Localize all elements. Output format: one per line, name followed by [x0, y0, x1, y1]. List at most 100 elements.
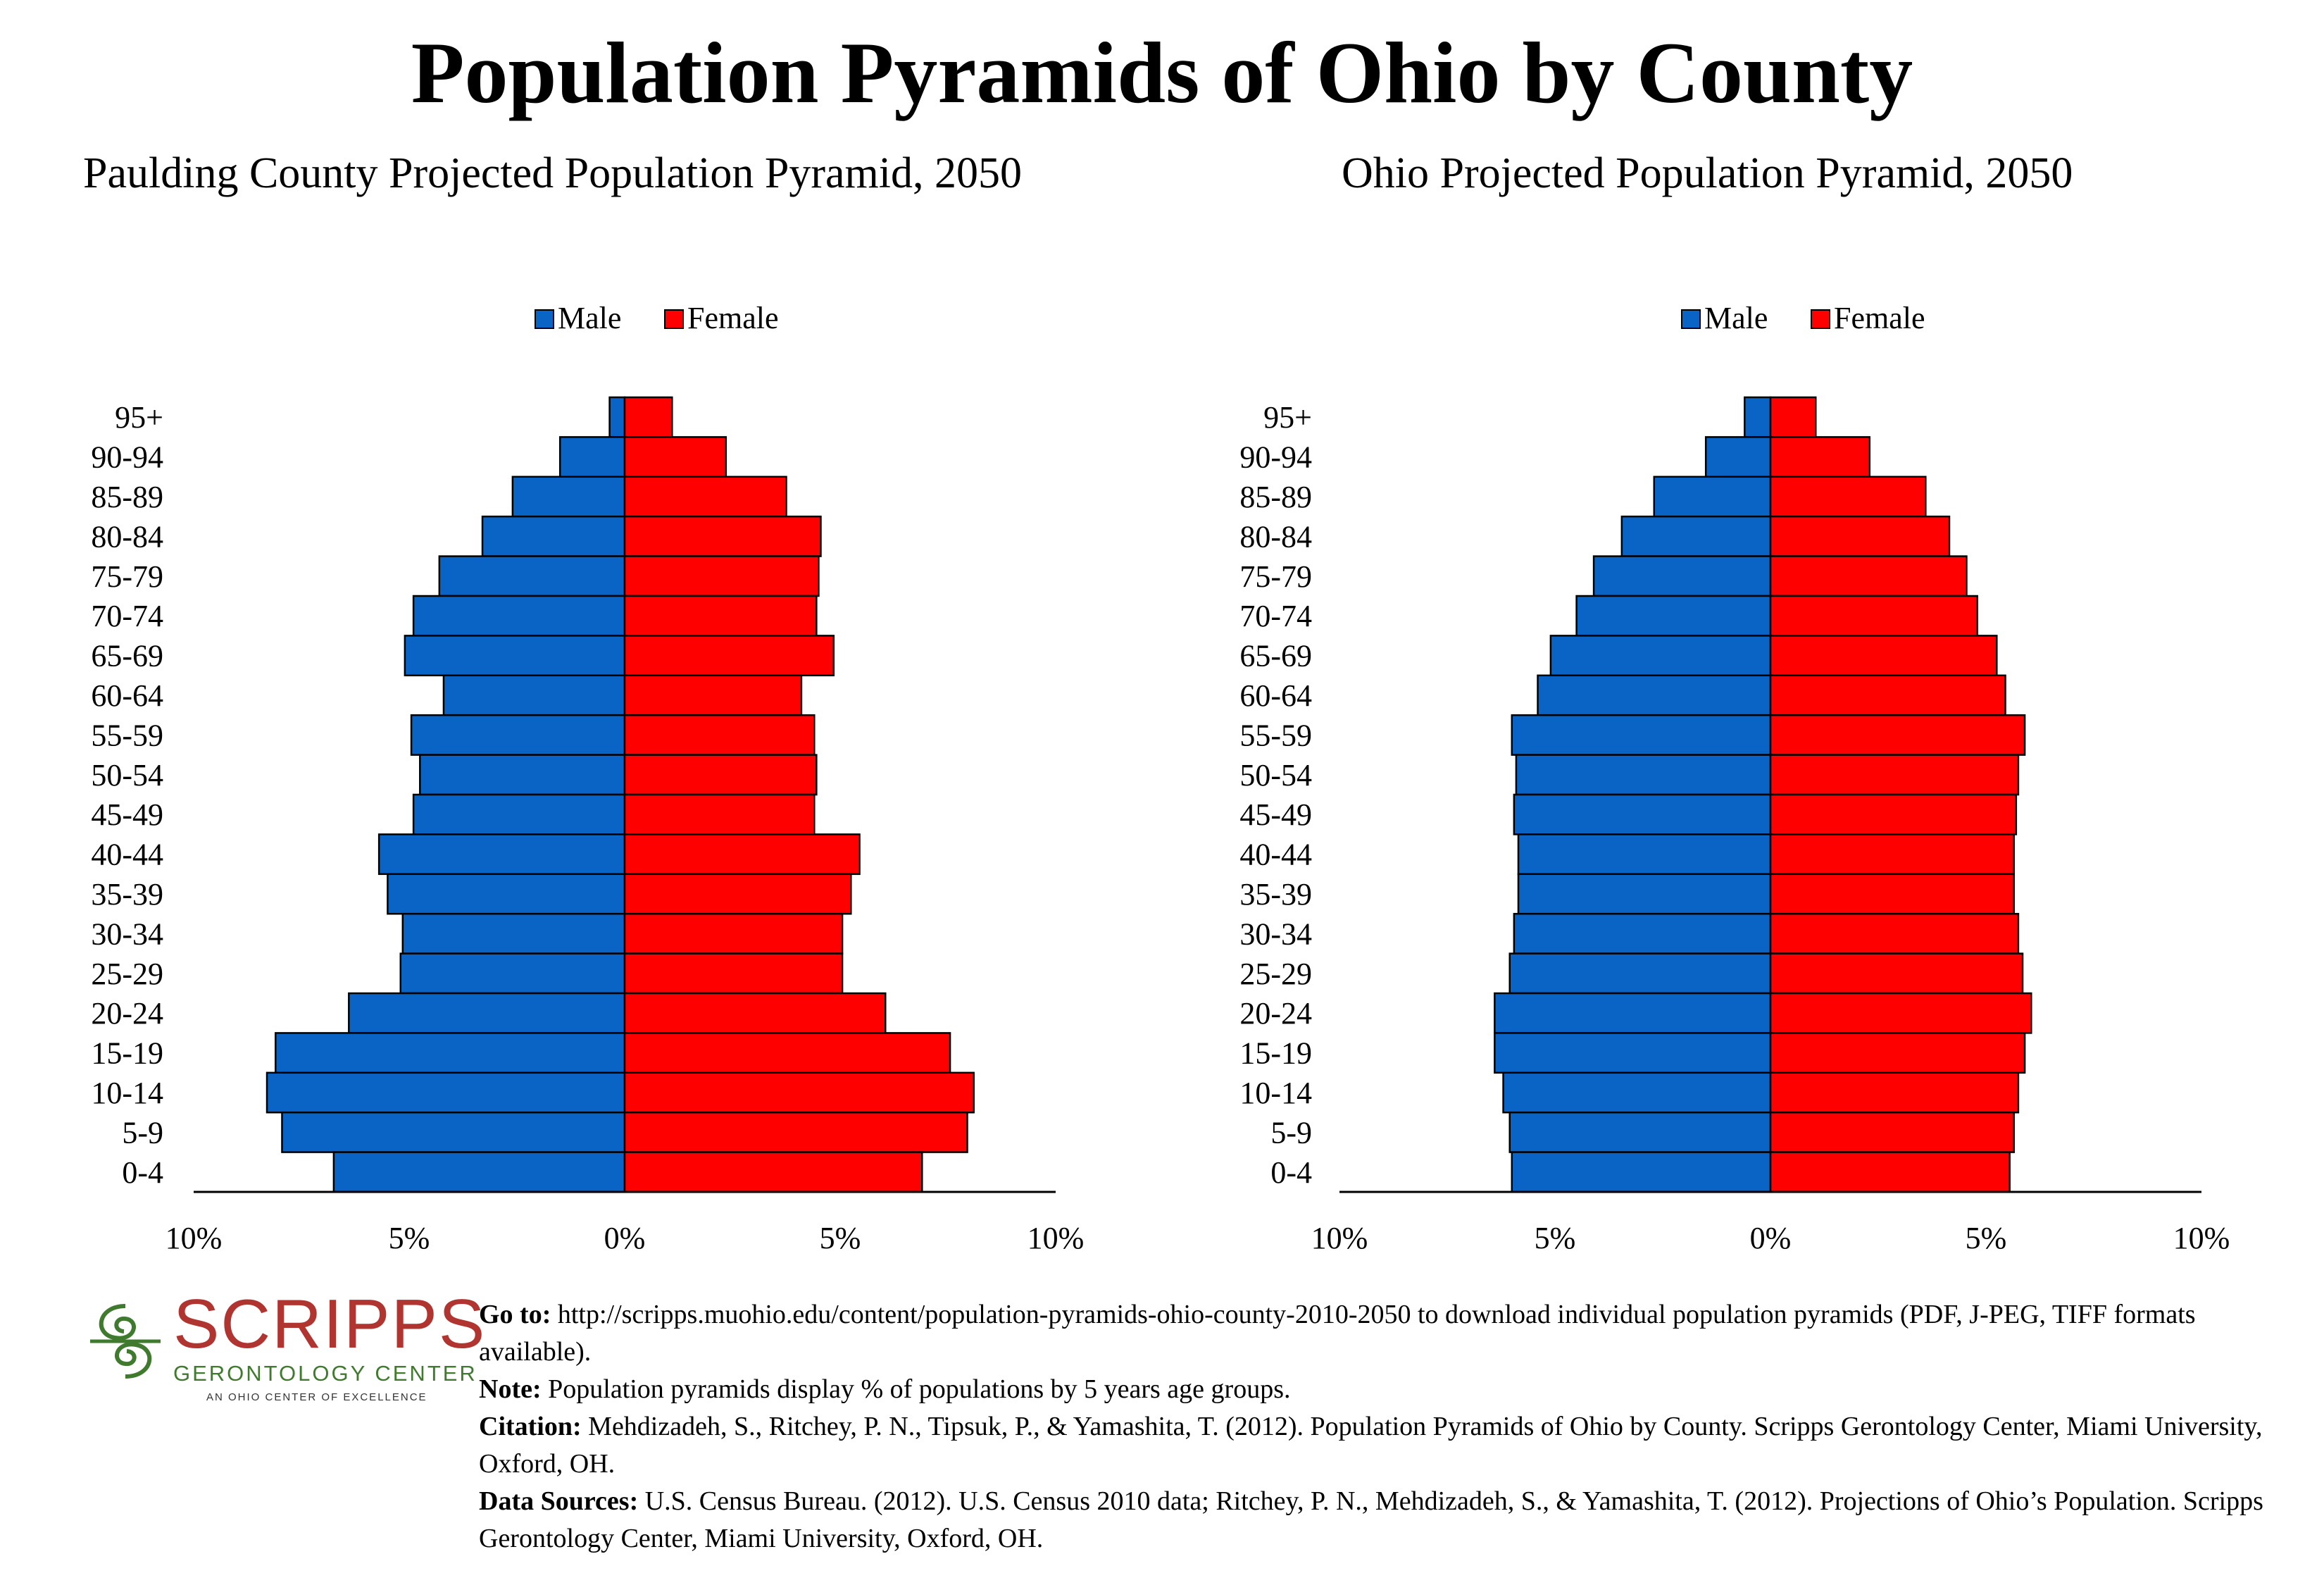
x-tick-label: 5%: [389, 1221, 430, 1255]
x-tick-label: 5%: [820, 1221, 861, 1255]
age-label-10-14: 10-14: [1239, 1076, 1312, 1110]
x-tick-label: 10%: [2173, 1221, 2230, 1255]
bar-male-55-59: [1511, 714, 1772, 756]
bar-male-70-74: [1575, 595, 1772, 637]
page-title: Population Pyramids of Ohio by County: [411, 25, 1913, 121]
age-label-65-69: 65-69: [1239, 639, 1312, 673]
bar-female-85-89: [1769, 476, 1927, 518]
bar-male-15-19: [275, 1032, 626, 1074]
age-label-5-9: 5-9: [122, 1115, 163, 1150]
bar-female-15-19: [1769, 1032, 2026, 1074]
age-label-35-39: 35-39: [91, 877, 163, 912]
bar-male-10-14: [265, 1071, 626, 1114]
bar-male-90-94: [1704, 436, 1772, 478]
bar-female-50-54: [623, 754, 818, 796]
bar-male-20-24: [348, 992, 626, 1034]
bar-male-35-39: [387, 873, 626, 915]
footer-notes: Go to: http://scripps.muohio.edu/content…: [479, 1296, 2310, 1558]
bar-female-50-54: [1769, 754, 2020, 796]
bar-female-10-14: [1769, 1071, 2020, 1114]
bar-female-30-34: [623, 912, 844, 955]
bar-female-90-94: [1769, 436, 1871, 478]
age-label-95+: 95+: [115, 400, 163, 435]
bar-male-35-39: [1517, 873, 1772, 915]
age-label-50-54: 50-54: [1239, 758, 1312, 792]
age-label-70-74: 70-74: [91, 599, 163, 633]
x-tick-label: 5%: [1535, 1221, 1576, 1255]
bar-male-10-14: [1502, 1071, 1772, 1114]
bar-female-85-89: [623, 476, 787, 518]
age-label-95+: 95+: [1263, 400, 1312, 435]
bar-male-0-4: [332, 1151, 626, 1193]
legend-female-swatch: [664, 309, 684, 329]
bar-male-45-49: [412, 793, 626, 835]
bar-female-25-29: [623, 952, 844, 995]
bar-female-60-64: [1769, 674, 2006, 716]
bar-male-80-84: [1620, 515, 1772, 557]
bar-female-35-39: [1769, 873, 2016, 915]
bar-female-40-44: [1769, 833, 2016, 876]
age-label-50-54: 50-54: [91, 758, 163, 792]
age-label-70-74: 70-74: [1239, 599, 1312, 633]
logo-subtitle: GERONTOLOGY CENTER: [173, 1361, 477, 1386]
legend-male-swatch: [1681, 309, 1701, 329]
footer-note: Note: Population pyramids display % of p…: [479, 1371, 2310, 1408]
bar-female-70-74: [1769, 595, 1979, 637]
bar-male-30-34: [1513, 912, 1772, 955]
age-label-15-19: 15-19: [91, 1036, 163, 1071]
footer-goto-link[interactable]: http://scripps.muohio.edu/content/popula…: [479, 1300, 2196, 1367]
bar-female-0-4: [623, 1151, 923, 1193]
scripps-swirl-icon: [90, 1304, 161, 1379]
age-label-30-34: 30-34: [1239, 916, 1312, 951]
age-label-25-29: 25-29: [1239, 957, 1312, 991]
bar-female-75-79: [623, 555, 820, 597]
bar-female-60-64: [623, 674, 803, 716]
legend-male-label: Male: [558, 301, 621, 335]
x-tick-label: 0%: [1750, 1221, 1792, 1255]
legend-male-label: Male: [1704, 301, 1768, 335]
bar-male-75-79: [1592, 555, 1772, 597]
age-label-60-64: 60-64: [91, 678, 163, 713]
age-label-15-19: 15-19: [1239, 1036, 1312, 1071]
age-label-90-94: 90-94: [1239, 440, 1312, 475]
bar-male-20-24: [1494, 992, 1772, 1034]
age-label-20-24: 20-24: [1239, 996, 1312, 1031]
footer-citation-text: Mehdizadeh, S., Ritchey, P. N., Tipsuk, …: [479, 1412, 2263, 1479]
age-label-45-49: 45-49: [1239, 797, 1312, 832]
age-label-40-44: 40-44: [1239, 838, 1312, 872]
bar-male-45-49: [1513, 793, 1772, 835]
bar-female-20-24: [623, 992, 887, 1034]
bar-male-85-89: [1653, 476, 1772, 518]
bar-female-65-69: [1769, 635, 1998, 677]
bar-female-95+: [623, 396, 673, 438]
bar-male-65-69: [404, 635, 626, 677]
bar-female-75-79: [1769, 555, 1968, 597]
age-label-80-84: 80-84: [91, 519, 163, 554]
bar-male-30-34: [401, 912, 626, 955]
footer-sources: Data Sources: U.S. Census Bureau. (2012)…: [479, 1483, 2310, 1558]
age-label-10-14: 10-14: [91, 1076, 163, 1110]
bar-male-60-64: [1537, 674, 1772, 716]
age-label-35-39: 35-39: [1239, 877, 1312, 912]
footer-citation: Citation: Mehdizadeh, S., Ritchey, P. N.…: [479, 1408, 2310, 1483]
scripps-logo: SCRIPPS GERONTOLOGY CENTER AN OHIO CENTE…: [83, 1289, 485, 1403]
footer-citation-label: Citation:: [479, 1412, 582, 1441]
age-label-65-69: 65-69: [91, 639, 163, 673]
x-tick-label: 5%: [1966, 1221, 2007, 1255]
bar-female-80-84: [1769, 515, 1951, 557]
bar-female-40-44: [623, 833, 861, 876]
legend-female-label: Female: [687, 301, 779, 335]
bar-male-5-9: [281, 1111, 626, 1153]
bar-female-90-94: [623, 436, 727, 478]
bar-male-40-44: [1517, 833, 1772, 876]
bar-male-40-44: [377, 833, 626, 876]
chart-title-ohio: Ohio Projected Population Pyramid, 2050: [1342, 149, 2073, 197]
bar-female-80-84: [623, 515, 822, 557]
footer-sources-label: Data Sources:: [479, 1486, 639, 1516]
bar-male-25-29: [399, 952, 626, 995]
bar-female-45-49: [623, 793, 816, 835]
bar-female-35-39: [623, 873, 852, 915]
age-label-40-44: 40-44: [91, 838, 163, 872]
